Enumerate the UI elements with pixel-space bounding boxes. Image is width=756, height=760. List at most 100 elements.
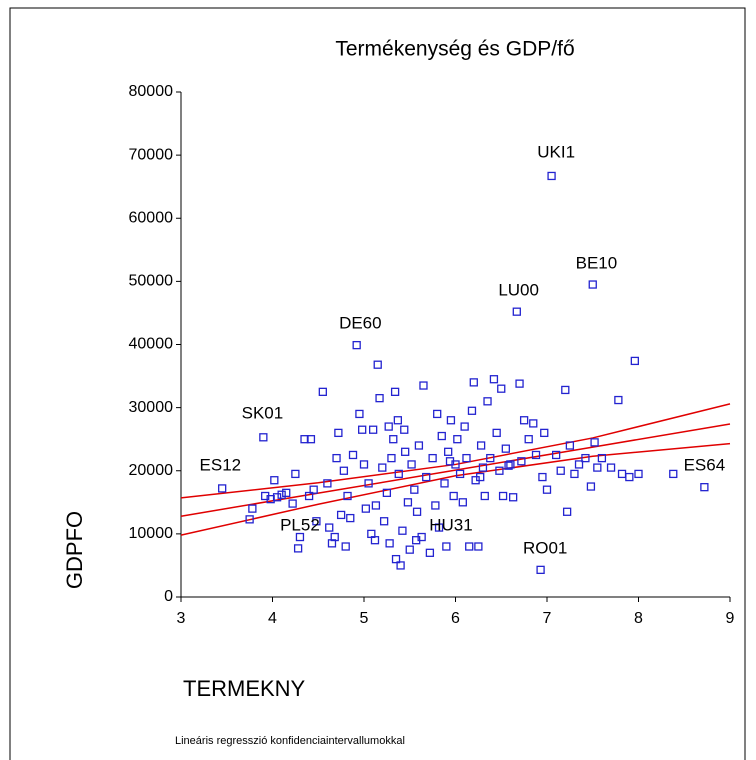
- point: [562, 507, 572, 516]
- point: [323, 479, 332, 488]
- y-tick-label: 80000: [129, 83, 174, 100]
- point-label: SK01: [242, 403, 284, 422]
- point: [384, 422, 393, 431]
- point: [524, 435, 533, 444]
- point: [364, 479, 373, 488]
- point: [248, 504, 257, 513]
- point: [581, 453, 590, 463]
- point: [270, 476, 279, 485]
- point: [433, 409, 442, 419]
- x-tick-label: 4: [268, 610, 277, 627]
- point: [288, 499, 297, 508]
- point: [355, 409, 364, 419]
- point: [453, 435, 462, 444]
- point-label: DE60: [339, 313, 382, 332]
- point: [574, 460, 584, 469]
- point: [542, 485, 552, 494]
- point: [375, 394, 384, 403]
- point: [483, 397, 492, 406]
- point: [327, 539, 337, 548]
- point: [348, 450, 358, 460]
- point: [306, 435, 316, 444]
- point: [373, 360, 382, 369]
- point: [504, 461, 513, 470]
- point: [371, 501, 381, 510]
- point: [428, 453, 437, 463]
- point: [455, 469, 465, 479]
- point: [547, 171, 556, 181]
- point: [368, 425, 378, 434]
- point: [259, 433, 268, 442]
- point: [403, 498, 413, 507]
- point-label: RO01: [523, 539, 567, 558]
- point: [414, 441, 424, 450]
- point: [614, 395, 623, 405]
- x-tick-label: 8: [634, 610, 643, 627]
- point: [508, 493, 518, 502]
- x-tick-label: 3: [177, 610, 186, 627]
- point: [469, 378, 478, 387]
- point: [334, 428, 343, 438]
- point: [565, 441, 575, 450]
- footnote: Lineáris regresszió konfidenciaintervall…: [175, 735, 405, 747]
- point-label: LU00: [498, 280, 539, 299]
- regression-line: [180, 403, 731, 499]
- point: [385, 539, 394, 548]
- point: [462, 453, 471, 463]
- point: [492, 428, 501, 438]
- point: [401, 447, 410, 456]
- point: [552, 450, 561, 460]
- point: [561, 385, 570, 395]
- point: [617, 469, 627, 479]
- regression-line: [180, 423, 731, 517]
- point: [570, 469, 579, 479]
- point: [467, 406, 477, 415]
- point: [434, 523, 444, 532]
- point: [346, 513, 355, 523]
- point: [412, 536, 421, 545]
- x-tick-label: 9: [726, 610, 735, 627]
- y-tick-label: 50000: [129, 273, 174, 290]
- point: [625, 472, 634, 482]
- point: [405, 545, 414, 554]
- point: [442, 542, 451, 551]
- point: [431, 501, 440, 510]
- point: [501, 444, 510, 453]
- point: [407, 460, 416, 469]
- point: [540, 428, 549, 438]
- point: [304, 491, 314, 501]
- point: [394, 469, 403, 479]
- y-axis-label: GDPFO: [62, 511, 87, 589]
- point: [515, 379, 524, 388]
- point: [512, 307, 521, 316]
- point: [446, 416, 456, 425]
- point: [272, 493, 282, 502]
- point: [400, 425, 409, 434]
- point: [398, 526, 407, 535]
- point: [312, 517, 321, 526]
- point: [332, 453, 341, 463]
- y-tick-label: 10000: [129, 525, 174, 542]
- point: [474, 542, 483, 551]
- point: [410, 485, 419, 494]
- point: [445, 457, 455, 466]
- point: [531, 450, 541, 460]
- point: [318, 387, 327, 396]
- point: [529, 419, 538, 428]
- point: [359, 460, 369, 469]
- point-label: HU31: [429, 515, 472, 534]
- point: [700, 483, 709, 492]
- point: [478, 463, 488, 472]
- point: [339, 466, 349, 475]
- y-tick-label: 40000: [129, 336, 174, 353]
- y-tick-label: 70000: [129, 146, 174, 163]
- point: [519, 416, 529, 425]
- point: [517, 457, 526, 466]
- point: [325, 523, 334, 532]
- point: [396, 561, 405, 570]
- x-tick-label: 5: [360, 610, 369, 627]
- frame: [9, 7, 746, 760]
- point: [291, 469, 300, 479]
- point: [370, 536, 380, 545]
